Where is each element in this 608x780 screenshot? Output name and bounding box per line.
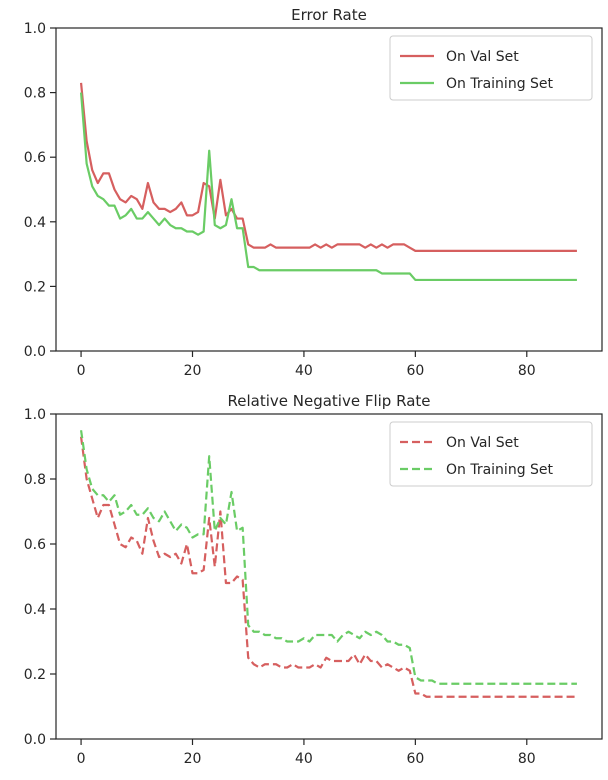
chart-1-y-tick-label: 0.8	[24, 86, 46, 102]
chart-2-x-tick-label: 40	[295, 751, 313, 767]
chart-2-legend-label-1: On Val Set	[446, 435, 519, 451]
chart-1-y-tick-label: 0.4	[24, 215, 46, 231]
chart-1-legend-label-1: On Val Set	[446, 49, 519, 65]
chart-2-legend	[389, 421, 593, 487]
chart-1-series-line-2	[79, 92, 577, 282]
chart-1-y-tick-label: 1.0	[24, 21, 46, 37]
chart-2-series-line-2	[79, 430, 577, 685]
chart-1-x-tick-label: 60	[406, 363, 424, 379]
chart-1-x-tick-label: 80	[518, 363, 536, 379]
chart-1-legend	[389, 35, 593, 101]
chart-1-x-tick-label: 40	[295, 363, 313, 379]
chart-2-y-tick-label: 0.0	[24, 732, 46, 748]
chart-2-x-tick-label: 0	[77, 751, 86, 767]
chart-2-title: Relative Negative Flip Rate	[228, 392, 431, 410]
chart-1-plot-frame	[55, 27, 603, 352]
chart-1-x-tick-label: 20	[184, 363, 202, 379]
chart-2-x-tick-label: 60	[406, 751, 424, 767]
chart-1-y-tick-label: 0.6	[24, 150, 46, 166]
chart-2-x-tick-label: 80	[518, 751, 536, 767]
chart-1-title: Error Rate	[291, 6, 367, 24]
chart-1-x-tick-label: 0	[77, 363, 86, 379]
chart-1-y-tick-label: 0.0	[24, 344, 46, 360]
chart-2-x-tick-label: 20	[184, 751, 202, 767]
chart-2-y-tick-label: 0.8	[24, 472, 46, 488]
chart-2-y-tick-label: 0.4	[24, 602, 46, 618]
chart-2-plot-frame	[55, 413, 603, 740]
chart-1-legend-label-2: On Training Set	[446, 76, 554, 92]
chart-2-series-line-1	[79, 436, 577, 698]
chart-2-y-tick-label: 1.0	[24, 407, 46, 423]
chart-1-series-line-1	[79, 82, 577, 252]
chart-2-y-tick-label: 0.2	[24, 667, 46, 683]
chart-2-y-tick-label: 0.6	[24, 537, 46, 553]
chart-1-y-tick-label: 0.2	[24, 279, 46, 295]
chart-2-legend-label-2: On Training Set	[446, 462, 554, 478]
